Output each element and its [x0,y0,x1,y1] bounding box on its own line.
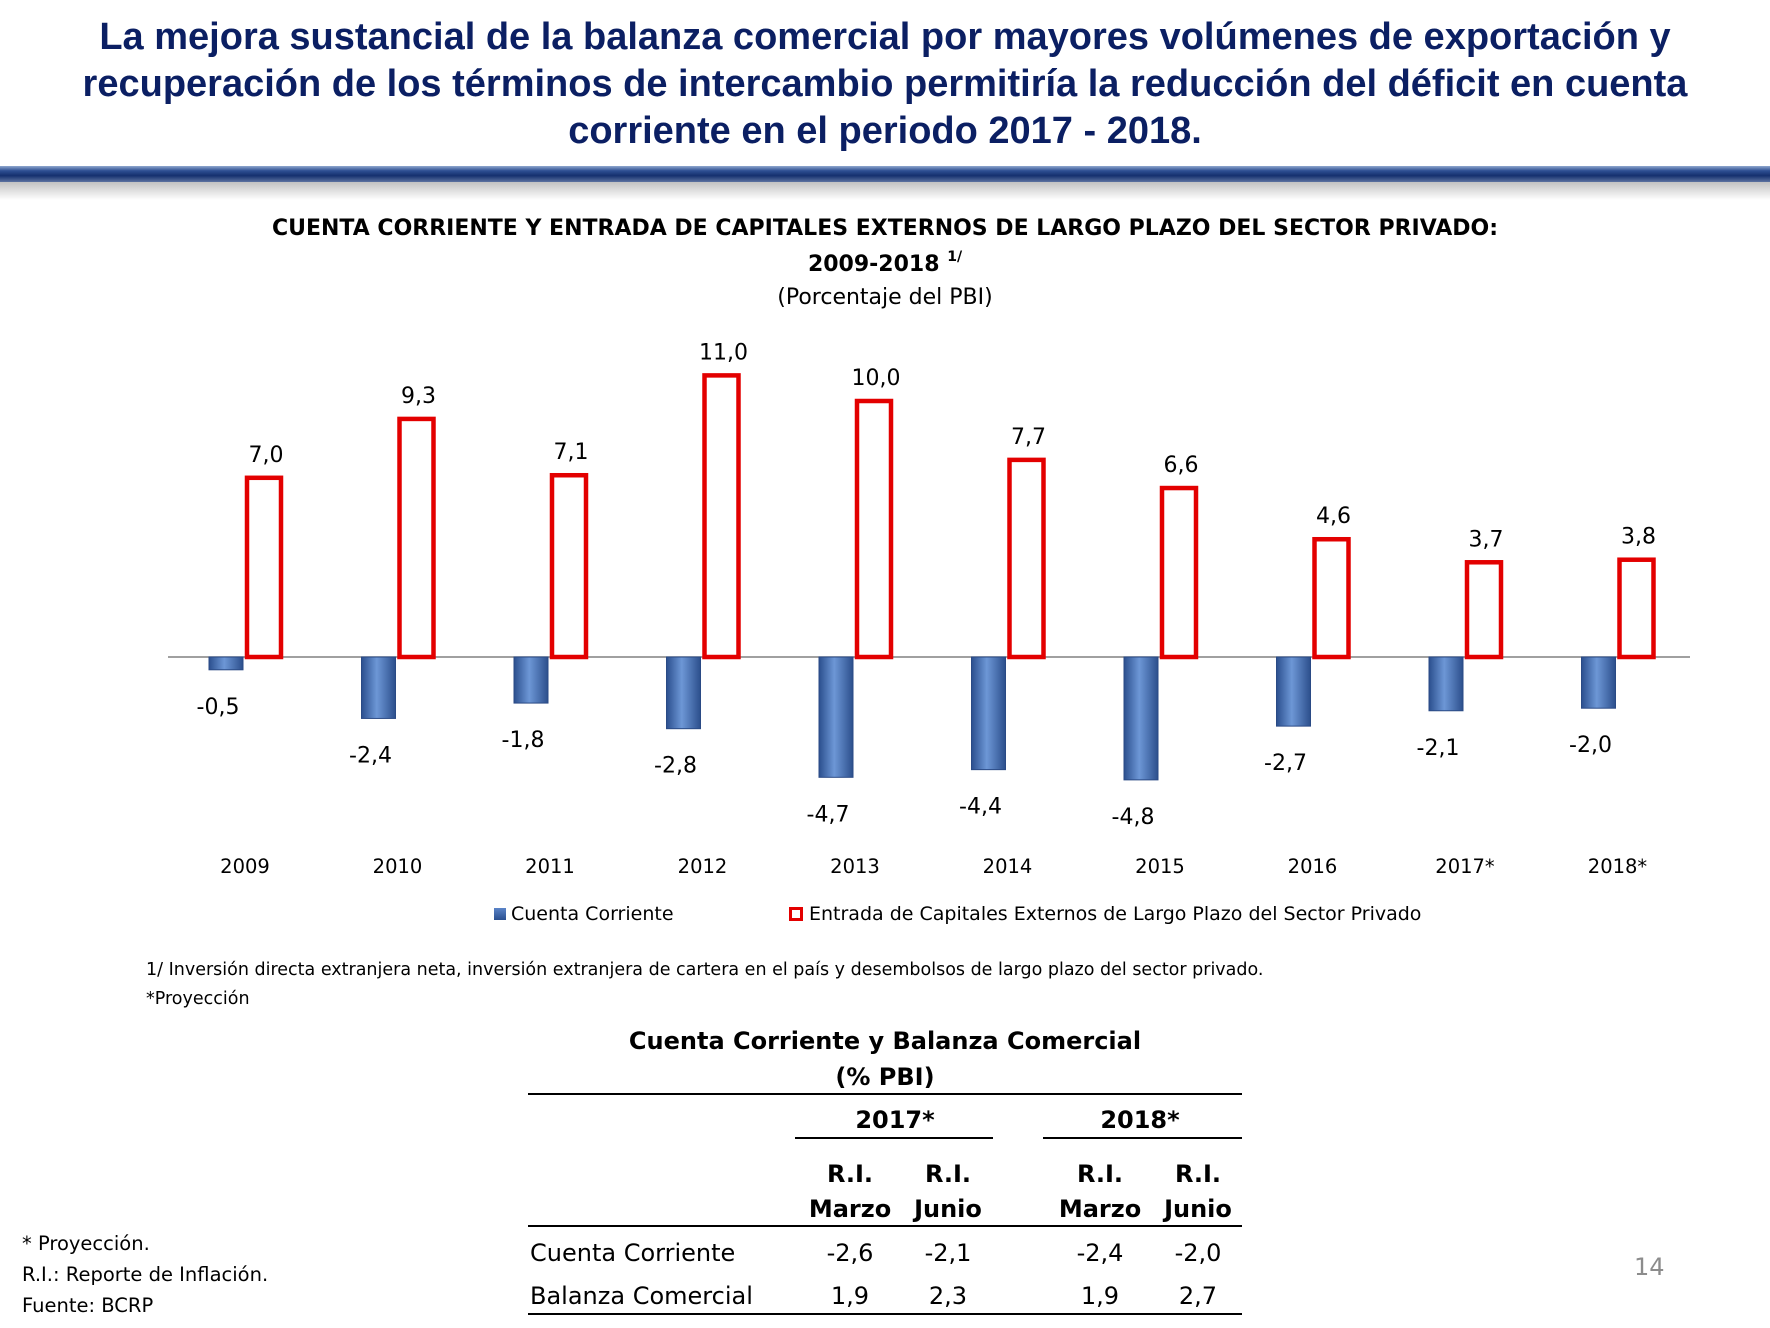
legend-swatch-red [789,907,803,921]
legend-label: Cuenta Corriente [511,903,674,925]
table-cell: -2,0 [1174,1239,1222,1267]
col-header-line1: R.I. [1174,1160,1222,1188]
table-cell: 1,9 [1080,1282,1120,1310]
bar-capitales-externos [1159,485,1199,660]
bar-cuenta-corriente [666,656,701,730]
table-row-label: Balanza Comercial [530,1282,753,1310]
footer-source: Fuente: BCRP [22,1294,154,1317]
legend-label: Entrada de Capitales Externos de Largo P… [809,903,1422,925]
x-tick-label: 2013 [830,855,880,878]
data-label-capitales: 7,7 [1011,425,1046,450]
table-cell: -2,1 [924,1239,972,1267]
data-label-cuenta-corriente: -4,8 [1112,805,1155,830]
footnote-2: *Proyección [146,989,250,1009]
table-subtitle: (% PBI) [835,1063,935,1091]
col-header-line2: Marzo [1058,1195,1142,1223]
data-label-cuenta-corriente: -0,5 [197,695,240,720]
bar-cuenta-corriente [971,656,1006,771]
bar-cuenta-corriente [1428,656,1464,712]
bar-capitales-externos [1312,536,1351,660]
bar-chart: -0,5 7,0 2009 -2,4 9,3 2010 -1,8 7,1 2011 -2,8 11,… [168,340,1690,878]
bar-cuenta-corriente [1123,656,1159,781]
table-rule-top [528,1093,1242,1095]
table-group-2018: 2018* [1100,1106,1180,1134]
bar-cuenta-corriente [1276,656,1311,727]
x-tick-label: 2009 [220,855,270,878]
table-rule-header [528,1225,1242,1227]
col-header-line2: Junio [914,1195,982,1223]
x-tick-label: 2012 [678,855,728,878]
bar-cuenta-corriente [818,656,854,778]
bar-cuenta-corriente [1581,656,1616,709]
data-label-capitales: 11,0 [699,340,748,365]
chart-title-years-text: 2009-2018 [807,252,940,277]
legend-item-cuenta-corriente: Cuenta Corriente [494,903,674,925]
legend-swatch-blue [494,908,506,920]
table-row-label: Cuenta Corriente [530,1239,736,1267]
bar-cuenta-corriente [513,656,549,704]
data-label-cuenta-corriente: -2,4 [349,743,392,768]
table-cell: -2,4 [1076,1239,1124,1267]
title-divider-bar [0,166,1770,182]
bar-capitales-externos [854,398,894,660]
bar-capitales-externos [397,416,436,660]
bar-cuenta-corriente [361,656,396,719]
col-header-line1: R.I. [1076,1160,1124,1188]
x-tick-label: 2015 [1135,855,1185,878]
table-group-2017: 2017* [855,1106,935,1134]
data-label-cuenta-corriente: -2,8 [654,754,697,779]
data-label-capitales: 7,0 [249,443,284,468]
col-header-line2: Marzo [808,1195,892,1223]
table-title: Cuenta Corriente y Balanza Comercial [628,1027,1142,1055]
data-label-cuenta-corriente: -2,1 [1417,736,1460,761]
data-label-cuenta-corriente: -2,0 [1569,733,1612,758]
bar-capitales-externos [702,373,741,660]
chart-subtitle: (Porcentaje del PBI) [777,285,993,310]
footnote-1: 1/ Inversión directa extranjera neta, in… [146,960,1264,980]
col-header-line1: R.I. [924,1160,972,1188]
bar-capitales-externos [1007,457,1046,660]
bar-capitales-externos [1617,557,1656,660]
table-cell: 2,3 [928,1282,968,1310]
legend-item-capitales: Entrada de Capitales Externos de Largo P… [789,903,1421,925]
table-rule-bottom [528,1313,1242,1315]
data-label-cuenta-corriente: -4,7 [807,802,850,827]
data-label-capitales: 6,6 [1164,453,1199,478]
table-group-rule-2018 [1043,1137,1242,1139]
bar-cuenta-corriente [208,656,244,671]
data-label-capitales: 4,6 [1316,504,1351,529]
table-cell: -2,6 [826,1239,874,1267]
data-label-capitales: 10,0 [852,366,901,391]
title-divider-shadow [0,182,1770,200]
col-header-line2: Junio [1164,1195,1232,1223]
data-label-capitales: 3,8 [1621,525,1656,550]
x-tick-label: 2011 [525,855,575,878]
bar-capitales-externos [1464,560,1504,660]
footer-ri-note: R.I.: Reporte de Inflación. [22,1263,269,1286]
chart-title: CUENTA CORRIENTE Y ENTRADA DE CAPITALES … [271,216,1499,241]
bar-capitales-externos [244,475,284,660]
bar-capitales-externos [549,472,589,660]
page-number: 14 [1634,1253,1665,1281]
table-cell: 2,7 [1178,1282,1218,1310]
data-label-cuenta-corriente: -2,7 [1264,751,1307,776]
x-tick-label: 2010 [373,855,423,878]
data-label-capitales: 3,7 [1469,527,1504,552]
table-group-rule-2017 [795,1137,993,1139]
x-tick-label: 2014 [983,855,1033,878]
table-cell: 1,9 [830,1282,870,1310]
data-label-capitales: 9,3 [401,384,436,409]
x-tick-label: 2018* [1588,855,1648,878]
chart-title-years: 2009-2018 1/ [785,249,985,277]
data-label-cuenta-corriente: -1,8 [502,728,545,753]
x-tick-label: 2017* [1435,855,1495,878]
slide-title: La mejora sustancial de la balanza comer… [82,16,1688,152]
x-tick-label: 2016 [1288,855,1338,878]
col-header-line1: R.I. [826,1160,874,1188]
data-label-capitales: 7,1 [554,440,589,465]
chart-title-footnote-mark: 1/ [947,249,963,265]
footer-projection: * Proyección. [22,1232,150,1255]
data-label-cuenta-corriente: -4,4 [959,795,1002,820]
